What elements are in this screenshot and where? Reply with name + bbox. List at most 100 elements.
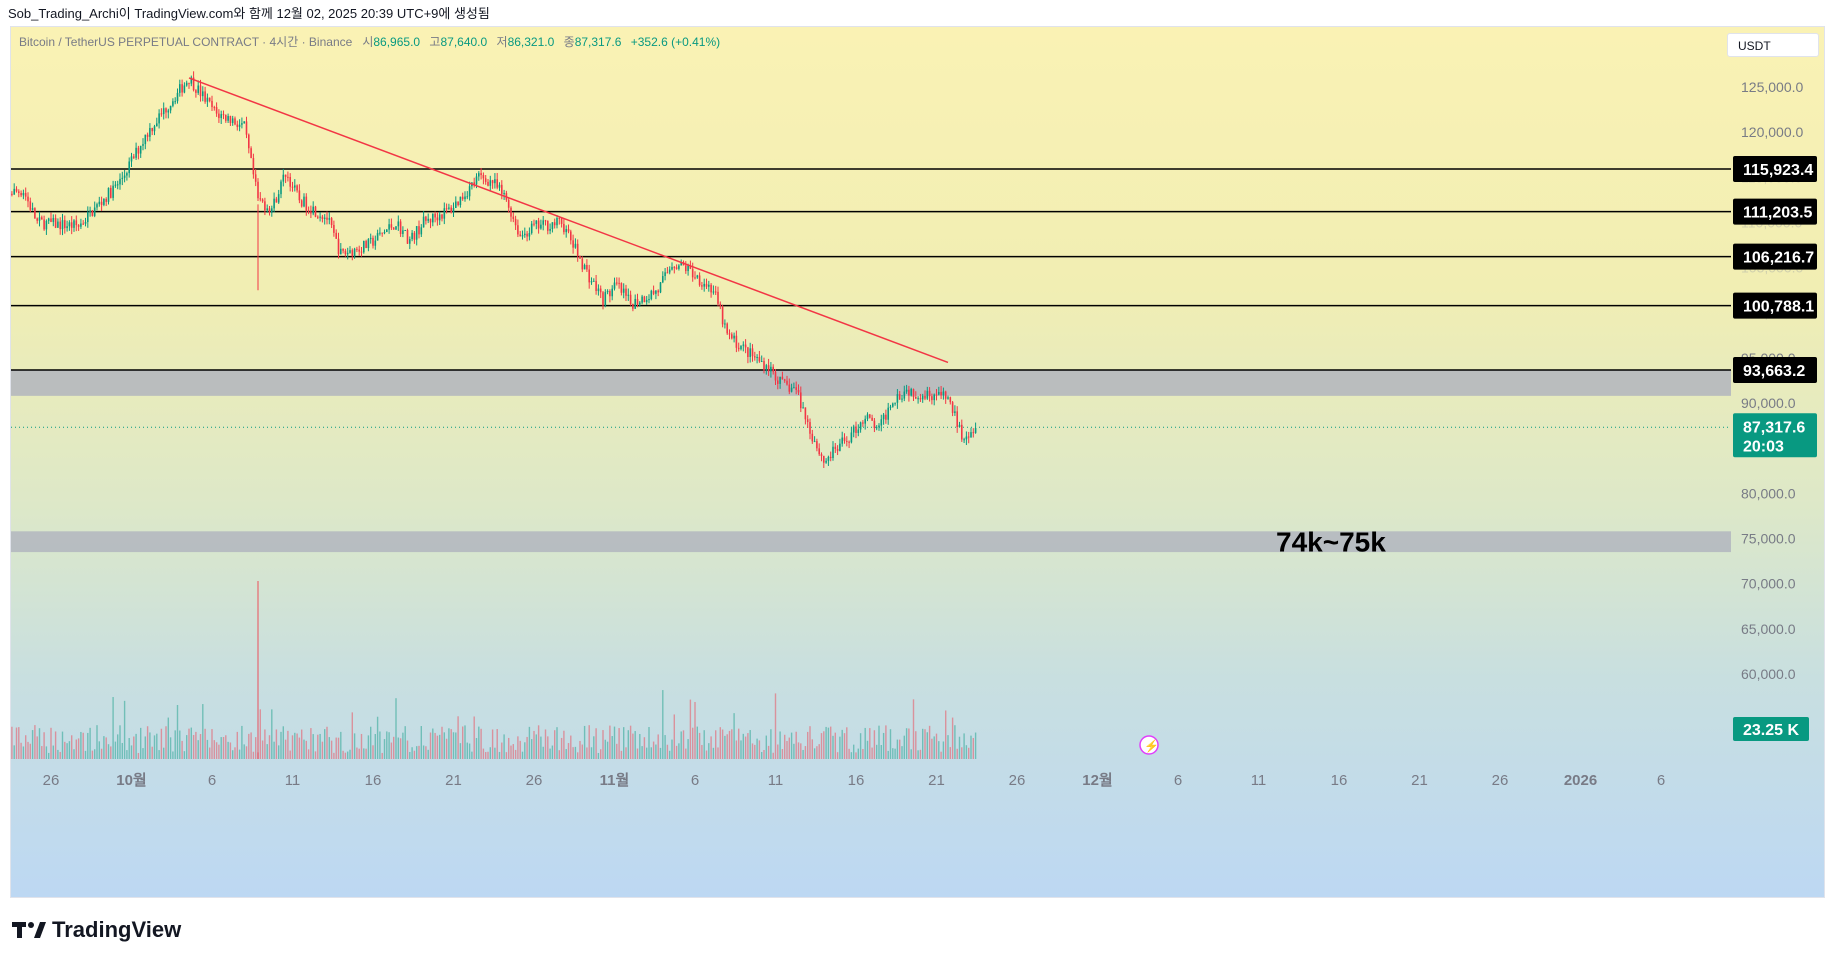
candle-body xyxy=(712,291,715,293)
currency-button[interactable]: USDT xyxy=(1727,33,1819,57)
volume-bar xyxy=(629,725,632,759)
volume-bar xyxy=(965,745,968,759)
candle-body xyxy=(836,448,839,451)
lightning-icon[interactable] xyxy=(1139,735,1159,755)
candle-body xyxy=(788,384,791,392)
volume-bar xyxy=(482,748,485,759)
volume-bar xyxy=(153,735,156,759)
volume-bar xyxy=(947,735,949,759)
candle-body xyxy=(760,361,763,363)
candle-body xyxy=(862,422,864,424)
candle-body xyxy=(659,282,662,293)
volume-bar xyxy=(565,749,567,759)
candle-body xyxy=(524,233,526,236)
volume-bar xyxy=(616,743,618,759)
volume-bar xyxy=(399,738,402,759)
candle-body xyxy=(889,406,892,408)
candle-body xyxy=(770,366,772,372)
last-price-tag[interactable] xyxy=(1733,413,1817,458)
chart-area[interactable]: 74k~75k125,000.0120,000.0115,000.0110,00… xyxy=(10,26,1825,898)
volume-bar xyxy=(450,729,452,759)
volume-tag[interactable] xyxy=(1733,717,1809,741)
volume-bar xyxy=(535,734,537,759)
volume-bar xyxy=(935,733,938,759)
candle-body xyxy=(24,192,27,197)
volume-bar xyxy=(859,733,862,759)
symbol-title[interactable]: Bitcoin / TetherUS PERPETUAL CONTRACT · … xyxy=(19,35,353,49)
candle-body xyxy=(774,371,777,381)
candle-body xyxy=(349,250,351,253)
candle-body xyxy=(204,91,206,102)
volume-bar xyxy=(215,742,218,759)
volume-bar xyxy=(917,750,919,759)
candle-body xyxy=(31,208,34,210)
candle-body xyxy=(395,226,397,230)
candle-body xyxy=(259,198,262,200)
volume-bar xyxy=(38,728,41,759)
candle-body xyxy=(728,333,731,335)
trendline[interactable] xyxy=(188,77,949,364)
candle-body xyxy=(190,77,193,84)
candle-body xyxy=(632,303,634,309)
level-price-tag[interactable] xyxy=(1733,243,1817,270)
price-zone[interactable] xyxy=(11,531,1731,553)
candle-body xyxy=(264,201,266,211)
candle-body xyxy=(673,267,676,269)
candle-body xyxy=(908,389,910,396)
candle-body xyxy=(806,419,809,423)
volume-bar xyxy=(871,747,873,759)
volume-bar xyxy=(117,734,119,759)
candle-body xyxy=(107,187,110,202)
volume-bar xyxy=(855,752,857,759)
level-price-tag[interactable] xyxy=(1733,356,1817,383)
level-price-tag[interactable] xyxy=(1733,198,1817,225)
volume-bar xyxy=(869,728,871,759)
level-price-tag[interactable] xyxy=(1733,155,1817,182)
candle-body xyxy=(850,432,853,443)
candle-body xyxy=(590,281,593,283)
volume-bar xyxy=(540,736,542,759)
tradingview-logo[interactable]: TradingView xyxy=(12,916,181,944)
volume-bar xyxy=(664,735,666,759)
volume-bar xyxy=(386,731,388,759)
volume-bar xyxy=(510,745,512,759)
volume-bar xyxy=(61,731,64,759)
candle-body xyxy=(875,427,878,429)
candle-body xyxy=(655,290,657,294)
candle-body xyxy=(73,220,75,228)
volume-bar xyxy=(103,736,105,759)
volume-bar xyxy=(135,733,137,759)
price-zone[interactable] xyxy=(11,369,1731,396)
candlestick-chart[interactable]: 74k~75k125,000.0120,000.0115,000.0110,00… xyxy=(11,27,1825,898)
volume-bar xyxy=(744,736,747,759)
volume-bar xyxy=(820,733,823,759)
volume-bar xyxy=(717,747,719,759)
volume-bar xyxy=(82,732,84,759)
candle-body xyxy=(473,182,475,185)
candle-body xyxy=(498,184,501,188)
candle-body xyxy=(800,392,802,409)
candle-body xyxy=(188,82,190,84)
candle-body xyxy=(80,223,82,227)
volume-bar xyxy=(156,733,158,759)
x-axis-tick-label: 11 xyxy=(768,772,784,789)
volume-bar xyxy=(420,726,422,759)
volume-bar xyxy=(176,705,179,759)
candle-body xyxy=(429,218,432,223)
volume-bar xyxy=(114,741,117,759)
volume-bar xyxy=(942,741,945,759)
volume-bar xyxy=(305,740,307,759)
volume-bar xyxy=(696,726,698,759)
volume-bar xyxy=(905,728,908,759)
candle-body xyxy=(832,446,834,459)
volume-bar xyxy=(924,729,926,759)
volume-bar xyxy=(682,730,685,759)
candle-body xyxy=(599,288,602,293)
level-price-tag[interactable] xyxy=(1733,292,1817,319)
volume-bar xyxy=(961,747,963,759)
volume-bar xyxy=(583,725,586,759)
candle-body xyxy=(273,198,275,209)
volume-bar xyxy=(107,744,110,759)
volume-bar xyxy=(609,725,611,759)
candle-body xyxy=(323,217,326,219)
